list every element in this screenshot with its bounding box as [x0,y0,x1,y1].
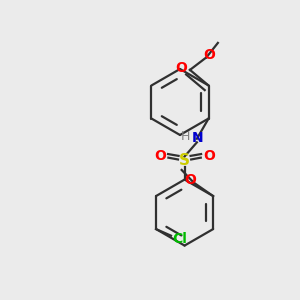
Text: Cl: Cl [172,232,187,246]
Text: O: O [203,149,215,163]
Text: H: H [181,130,190,143]
Text: O: O [176,61,188,75]
Text: O: O [154,149,166,163]
Text: O: O [203,48,215,62]
Text: S: S [179,153,190,168]
Text: N: N [192,131,203,145]
Text: O: O [184,172,196,187]
